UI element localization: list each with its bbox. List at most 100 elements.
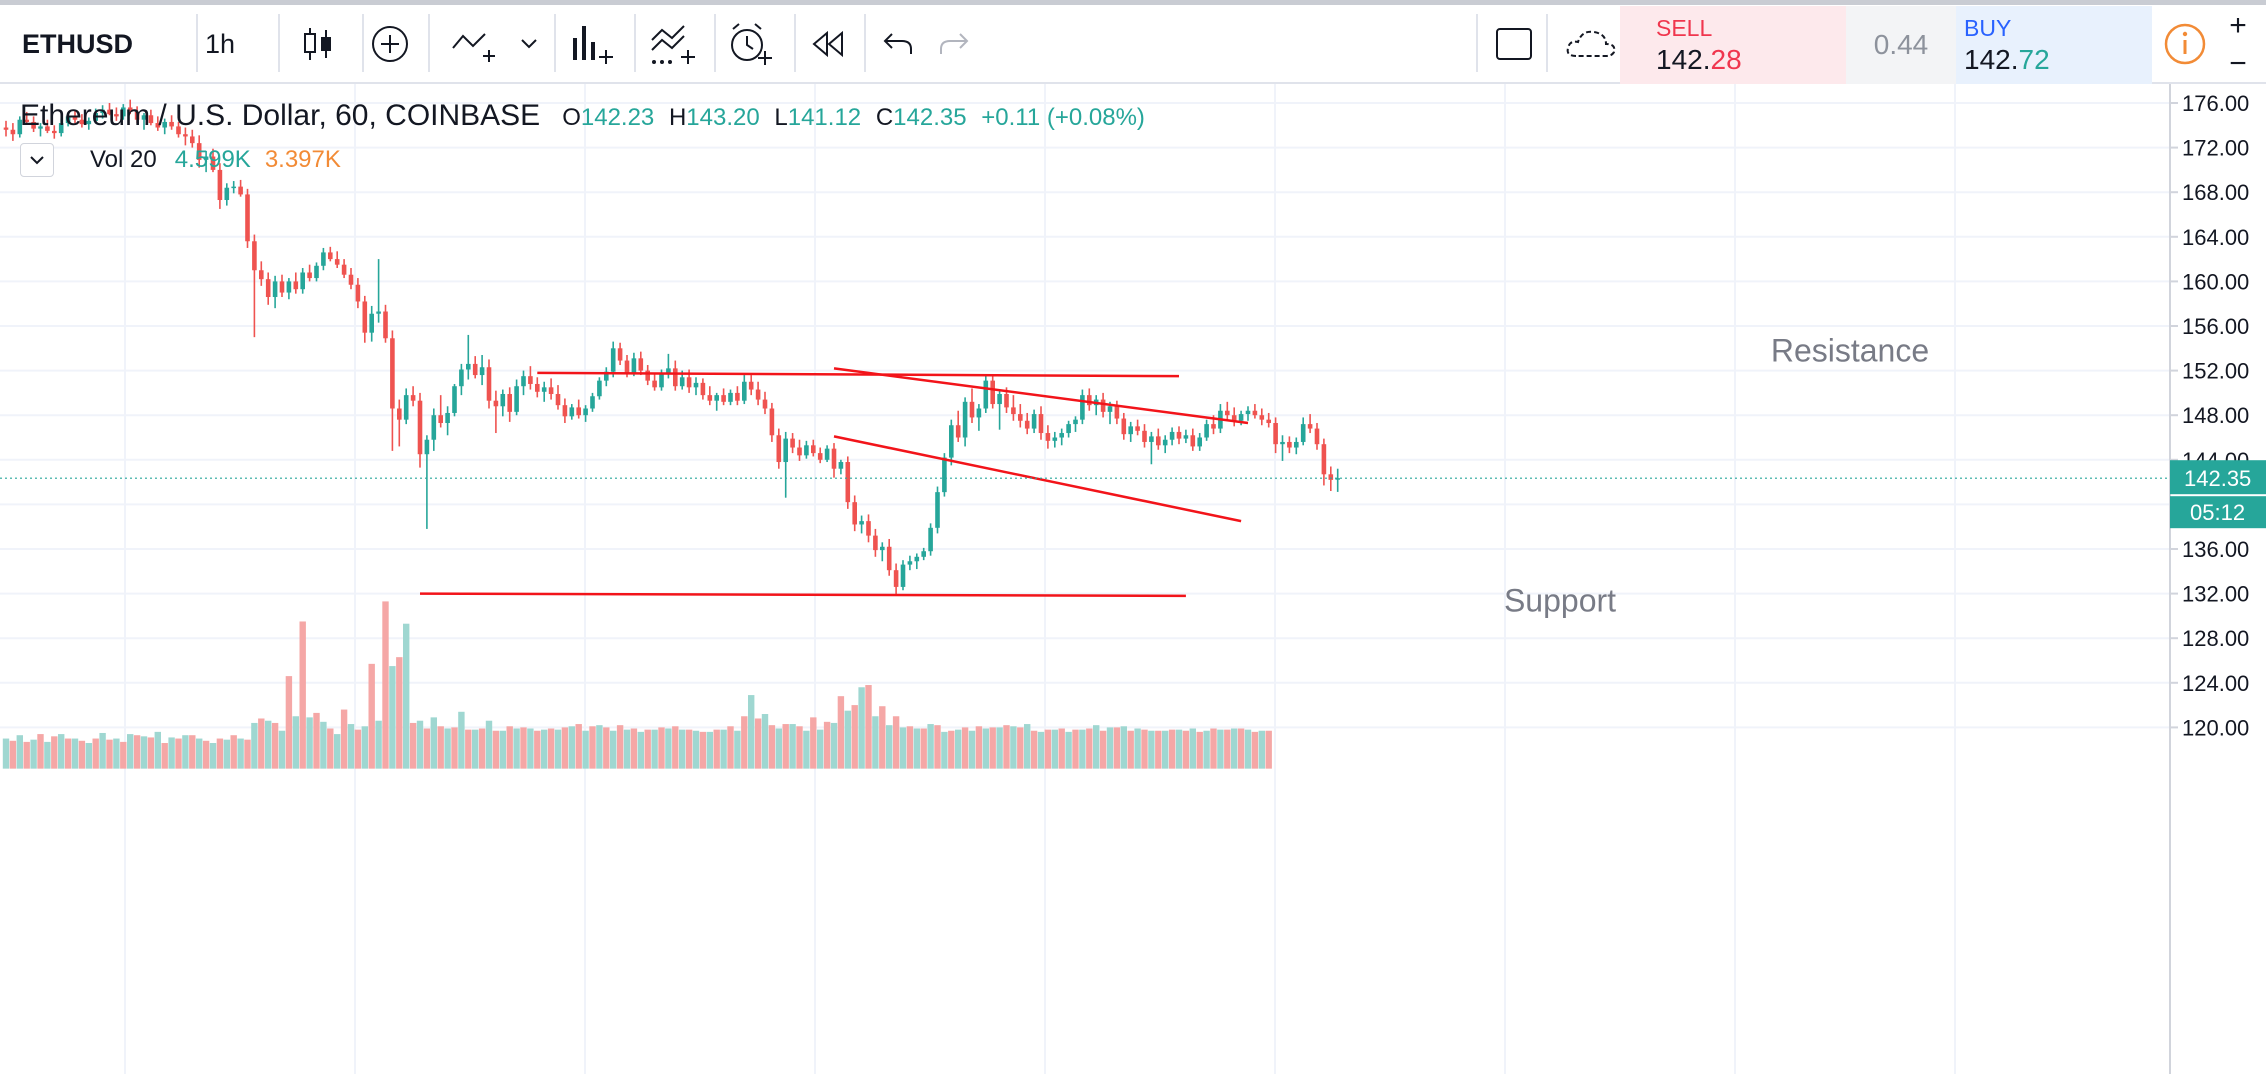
candle: [134, 111, 140, 120]
volume-bar: [30, 739, 37, 769]
candle: [293, 281, 299, 290]
info-icon[interactable]: [2160, 5, 2210, 83]
volume-bar: [961, 727, 969, 769]
candle: [907, 561, 913, 565]
volume-bar: [485, 720, 493, 769]
add-indicator-icon[interactable]: [370, 5, 410, 83]
candle: [962, 401, 968, 438]
collapse-legend-button[interactable]: [20, 143, 54, 177]
rectangle-icon[interactable]: [1494, 5, 1534, 83]
indicators-icon[interactable]: [566, 5, 622, 83]
volume-bar: [851, 705, 858, 769]
candles-icon[interactable]: [296, 5, 340, 83]
volume-bar: [1120, 726, 1127, 769]
volume-bar: [782, 724, 789, 769]
volume-bar: [354, 729, 362, 769]
candle: [514, 386, 519, 412]
volume-bar: [382, 601, 389, 769]
channel-upper-line: [833, 367, 1249, 425]
volume-bar: [403, 623, 410, 769]
volume-bar: [561, 727, 569, 769]
candle: [576, 407, 581, 416]
price-tick-label: 156.00: [2182, 314, 2249, 339]
undo-icon[interactable]: [878, 5, 918, 83]
volume-bar: [1003, 725, 1010, 769]
volume-bar: [1196, 731, 1203, 769]
candle: [935, 492, 940, 528]
sell-button[interactable]: SELL 142.28: [1620, 6, 1846, 84]
candle: [728, 392, 733, 402]
candle: [410, 395, 416, 401]
resistance-annotation: Resistance: [1771, 333, 1929, 369]
volume-bar: [658, 727, 665, 769]
toolbar-divider: [362, 14, 364, 72]
candle: [673, 368, 678, 387]
volume-bar: [416, 720, 424, 769]
candle: [362, 301, 368, 333]
candle: [666, 368, 671, 374]
candle: [176, 126, 181, 135]
zoom-in-button[interactable]: +: [2229, 9, 2247, 42]
volume-bar: [803, 730, 810, 769]
toolbar-divider: [196, 14, 198, 72]
volume-bar: [133, 735, 141, 769]
candle: [100, 109, 105, 114]
volume-bar: [927, 724, 934, 769]
candles: [3, 99, 1340, 595]
volume-bar: [906, 726, 914, 769]
candle: [162, 121, 167, 128]
volume-bar: [2, 738, 10, 769]
candle: [245, 194, 250, 242]
candle: [783, 438, 788, 463]
candle: [417, 400, 423, 455]
buy-button[interactable]: BUY 142.72: [1956, 6, 2152, 84]
chevron-down-icon[interactable]: [514, 5, 544, 83]
candle: [203, 156, 209, 160]
volume-bar: [1224, 729, 1231, 769]
candle: [1190, 435, 1196, 447]
sell-price-tail: 28: [1710, 44, 1742, 75]
alert-icon[interactable]: [722, 5, 778, 83]
volume-bar: [1210, 728, 1217, 769]
channel-lower-line: [833, 435, 1242, 523]
volume-bar: [492, 730, 500, 769]
volume-bar: [1106, 727, 1114, 769]
redo-icon[interactable]: [934, 5, 974, 83]
volume-bar: [616, 725, 624, 769]
candle: [1335, 478, 1340, 480]
candle: [700, 382, 706, 396]
volume-bar: [692, 730, 700, 769]
compare-icon[interactable]: [448, 5, 504, 83]
candle: [631, 358, 637, 373]
templates-icon[interactable]: [646, 5, 702, 83]
candle: [231, 186, 236, 189]
sell-price: 142.28: [1656, 44, 1742, 76]
last-price-label: 142.35: [2184, 466, 2251, 491]
volume-ma-value: 3.397K: [264, 146, 341, 173]
volume-bar: [182, 735, 189, 769]
candle: [1024, 420, 1030, 429]
interval-selector[interactable]: 1h: [205, 28, 236, 59]
candle: [155, 123, 161, 128]
candle: [1328, 474, 1334, 480]
volume-bar: [1231, 728, 1238, 769]
zoom-out-button[interactable]: −: [2229, 47, 2247, 80]
candle: [604, 371, 609, 381]
volume-bar: [941, 731, 948, 769]
candle: [321, 252, 326, 266]
candle: [900, 564, 906, 587]
candle: [617, 348, 623, 361]
candle: [1169, 431, 1175, 440]
candle: [376, 311, 381, 314]
volume-bar: [741, 716, 748, 769]
volume-bar: [320, 721, 327, 769]
volume-bar: [244, 739, 251, 769]
candle: [866, 521, 871, 536]
symbol-search[interactable]: ETHUSD: [22, 28, 134, 59]
cloud-icon[interactable]: [1564, 5, 1618, 83]
replay-icon[interactable]: [806, 5, 850, 83]
price-tick-label: 124.00: [2182, 671, 2249, 696]
volume-bar: [37, 734, 44, 769]
candle: [1038, 414, 1044, 434]
